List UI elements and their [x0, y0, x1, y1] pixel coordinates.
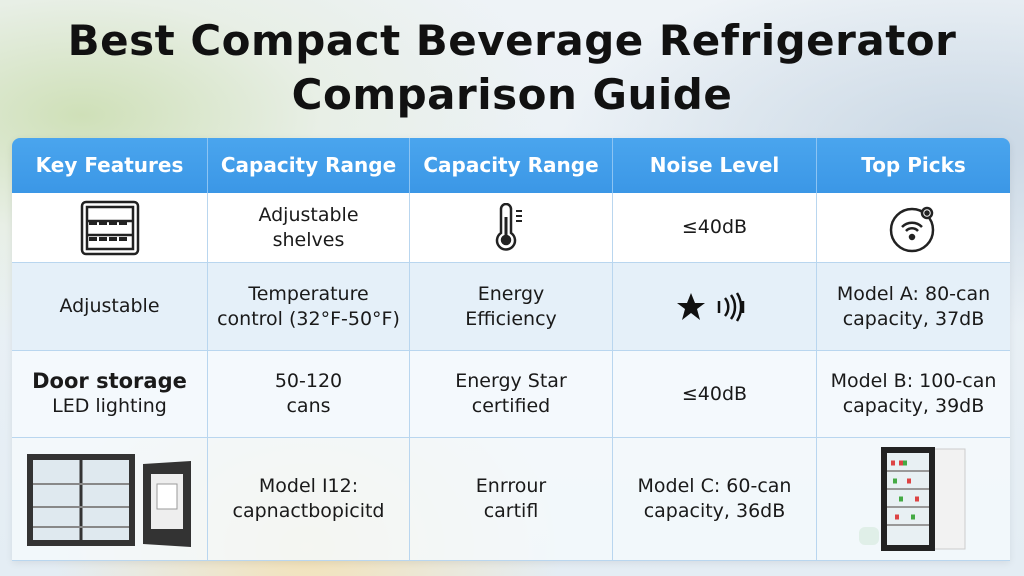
cell-text: Door storage: [32, 369, 187, 393]
cell-text: Temperature: [248, 282, 369, 305]
cell: Model C: 60-can capacity, 36dB: [613, 438, 817, 561]
header-capacity-range-2: Capacity Range: [410, 138, 613, 193]
glass-door-fridge-image: [858, 447, 965, 551]
cell-text: Efficiency: [465, 307, 557, 330]
fridge-shelves-icon: [80, 200, 139, 255]
cell-text: capacity, 37dB: [842, 307, 985, 330]
cell-text: Model B: 100-can: [830, 370, 997, 392]
cell-text: LED lighting: [52, 395, 167, 417]
table-row: Door storage LED lighting 50-120 cans Ener…: [12, 351, 1010, 438]
header-top-picks: Top Picks: [861, 153, 966, 177]
cell: ≤40dB: [613, 351, 817, 438]
cell: Temperature control (32°F-50°F): [208, 263, 410, 351]
cell: Model I12: capnactbopicitd: [208, 438, 410, 561]
cell: [817, 438, 1010, 561]
cell: Enrrour cartifl: [410, 438, 613, 561]
cell-text: Energy: [477, 282, 545, 305]
cell: Model A: 80-can capacity, 37dB: [817, 263, 1010, 351]
cell-text: Energy Star: [455, 370, 567, 392]
cell-text: Enrrour: [475, 475, 547, 497]
cell: ≤40dB: [613, 193, 817, 263]
table-header: Key Features Capacity Range Capacity Ran…: [12, 138, 1010, 193]
cell: [12, 193, 208, 263]
cell-text: control (32°F-50°F): [217, 307, 400, 330]
cell-text: 50-120: [274, 370, 343, 392]
cell: Adjustable: [12, 263, 208, 351]
comparison-table: Key Features Capacity Range Capacity Ran…: [12, 138, 1010, 561]
cell-text: capacity, 36dB: [643, 500, 786, 522]
cell: [410, 193, 613, 263]
cell-text: cans: [286, 395, 331, 417]
cell-text: capacity, 39dB: [842, 395, 985, 417]
header-noise-level: Noise Level: [613, 138, 817, 193]
table-row: Adjustable shelves ≤40dB: [12, 193, 1010, 263]
page-title: Best Compact Beverage Refrigerator Compa…: [0, 14, 1024, 122]
open-fridge-image: [26, 454, 191, 547]
cell: Energy Efficiency: [410, 263, 613, 351]
cell: Adjustable shelves: [208, 193, 410, 263]
cell-text: shelves: [272, 228, 345, 251]
cell: Energy Star certified: [410, 351, 613, 438]
header-capacity-range: Capacity Range: [208, 138, 410, 193]
header-key-features: Key Features: [12, 138, 208, 193]
cell-text: Model C: 60-can: [637, 475, 792, 497]
wifi-circle-icon: [889, 206, 934, 252]
cell-text: Adjustable: [258, 203, 359, 226]
cell-text: cartifl: [483, 500, 539, 522]
title-line-1: Best Compact Beverage Refrigerator: [67, 16, 957, 65]
cell: [12, 438, 208, 561]
cell-text: capnactbopicitd: [232, 500, 385, 522]
cell: [613, 263, 817, 351]
table-row: Model I12: capnactbopicitd Enrrour cartifl…: [12, 438, 1010, 561]
title-line-2: Comparison Guide: [291, 70, 733, 119]
cell: [817, 193, 1010, 263]
star-sound-icon: [676, 291, 744, 322]
cell-text: Model I12:: [258, 475, 359, 497]
cell: Model B: 100-can capacity, 39dB: [817, 351, 1010, 438]
table-row: Adjustable Temperature control (32°F-50°F…: [12, 263, 1010, 351]
cell-text: certified: [471, 395, 551, 417]
cell-text: Model A: 80-can: [836, 282, 991, 305]
thermometer-icon: [495, 202, 522, 251]
cell: Door storage LED lighting: [12, 351, 208, 438]
cell: 50-120 cans: [208, 351, 410, 438]
